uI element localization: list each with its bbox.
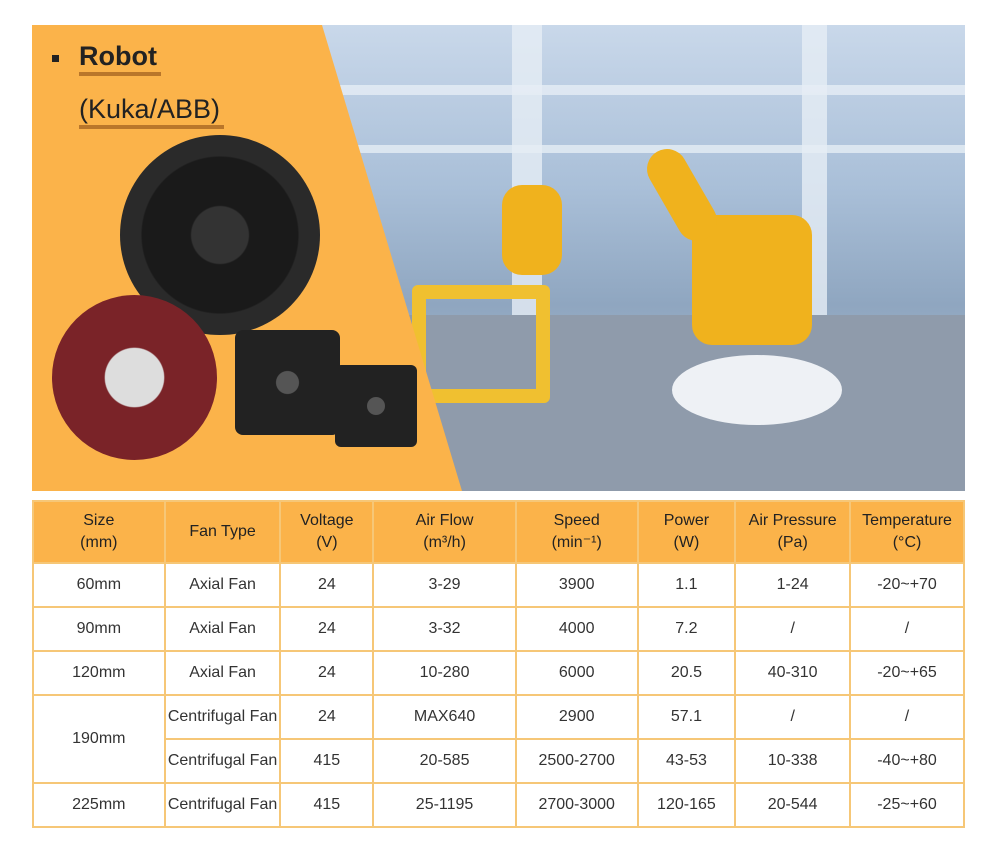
table-cell: 415 xyxy=(279,738,375,784)
table-cell: / xyxy=(849,694,965,740)
table-cell: 60mm xyxy=(32,562,166,608)
table-cell: 10-280 xyxy=(372,650,517,696)
table-cell: Centrifugal Fan xyxy=(163,738,282,784)
table-cell: Centrifugal Fan xyxy=(163,782,282,828)
table-cell: 24 xyxy=(279,562,375,608)
table-cell: 6000 xyxy=(514,650,639,696)
table-cell: 1-24 xyxy=(734,562,852,608)
table-cell: 25-1195 xyxy=(372,782,517,828)
table-cell: / xyxy=(734,606,852,652)
column-header: Voltage (V) xyxy=(279,500,375,564)
table-cell: 24 xyxy=(279,694,375,740)
column-header-text: (min⁻¹) xyxy=(551,534,602,551)
table-row: 190mm Centrifugal Fan 24 MAX640 2900 57.1// xyxy=(32,694,965,784)
column-header: Air Pressure (Pa) xyxy=(734,500,852,564)
table-cell: 20-585 xyxy=(372,738,517,784)
column-header-text: (V) xyxy=(316,534,338,551)
table-cell: 3-29 xyxy=(372,562,517,608)
column-header: Speed (min⁻¹) xyxy=(514,500,639,564)
table-cell: 2900 xyxy=(514,694,639,740)
table-cell: -40~+80 xyxy=(849,738,965,784)
table-header-row: Size (mm) Fan Type Voltage (V) Air Flow (m³/h)… xyxy=(32,500,965,564)
table-cell: 24 xyxy=(279,650,375,696)
red-impeller-fan-image xyxy=(52,295,217,460)
table-cell: 20-544 xyxy=(734,782,852,828)
column-header-text: Air Pressure xyxy=(748,512,837,530)
hero-title: Robot xyxy=(79,40,161,77)
table-cell: 4000 xyxy=(514,606,639,652)
column-header: Power (W) xyxy=(636,500,737,564)
column-header: Air Flow (m³/h) xyxy=(372,500,517,564)
column-header: Size (mm) xyxy=(32,500,166,564)
table-cell: Axial Fan xyxy=(163,562,282,608)
table-cell: Axial Fan xyxy=(163,606,282,652)
column-header: Fan Type xyxy=(163,500,282,564)
table-cell: -20~+70 xyxy=(849,562,965,608)
table-cell: 415 xyxy=(279,782,375,828)
bullet-icon xyxy=(52,55,59,62)
table-cell: 190mm xyxy=(32,694,166,784)
table-cell: Centrifugal Fan xyxy=(163,694,282,740)
table-cell: 57.1 xyxy=(636,694,737,740)
table-cell: 90mm xyxy=(32,606,166,652)
table-row: 225mm Centrifugal Fan 415 25-1195 2700-3000 1… xyxy=(32,782,965,828)
column-header-text: Speed xyxy=(553,512,600,530)
table-cell: 40-310 xyxy=(734,650,852,696)
column-header-text: Temperature xyxy=(862,512,952,530)
table-cell: 24 xyxy=(279,606,375,652)
table-row: 60mm Axial Fan 24 3-29 3900 1.1 1-24 -20~+70 xyxy=(32,562,965,608)
column-header-text: (mm) xyxy=(80,534,118,551)
table-cell: 2500-2700 xyxy=(514,738,639,784)
table-row: 120mm Axial Fan 24 10-280 6000 20.5 40-310 -20~… xyxy=(32,650,965,696)
hero-banner: Robot (Kuka/ABB) xyxy=(32,25,965,491)
table-cell: 120mm xyxy=(32,650,166,696)
table-cell: 225mm xyxy=(32,782,166,828)
table-cell: Axial Fan xyxy=(163,650,282,696)
column-header-text: (W) xyxy=(673,534,700,551)
table-row: Centrifugal Fan 415 20-585 2500-2700 43-53 10… xyxy=(33,738,965,784)
table-cell: 10-338 xyxy=(734,738,852,784)
table-cell: 7.2 xyxy=(636,606,737,652)
column-header-text: (Pa) xyxy=(777,534,808,551)
column-header-text: Power xyxy=(663,512,710,530)
table-cell: 3-32 xyxy=(372,606,517,652)
table-row: 90mm Axial Fan 24 3-32 4000 7.2// xyxy=(32,606,965,652)
table-cell: / xyxy=(849,606,965,652)
column-header-text: (m³/h) xyxy=(423,534,466,551)
small-axial-fan-image xyxy=(335,365,417,447)
table-cell: -20~+65 xyxy=(849,650,965,696)
hero-subtitle: (Kuka/ABB) xyxy=(79,93,225,130)
table-cell: 20.5 xyxy=(636,650,737,696)
column-header-text: Size xyxy=(83,512,115,530)
table-cell: 120-165 xyxy=(636,782,737,828)
table-cell: MAX640 xyxy=(372,694,517,740)
table-cell: 3900 xyxy=(514,562,639,608)
table-cell: / xyxy=(734,694,852,740)
column-header-text: Fan Type xyxy=(189,523,256,541)
column-header: Temperature (°C) xyxy=(849,500,965,564)
fan-spec-table: Size (mm) Fan Type Voltage (V) Air Flow (m³/h)… xyxy=(32,500,965,828)
column-header-text: Air Flow xyxy=(415,512,474,530)
column-header-text: Voltage xyxy=(300,512,354,530)
table-cell: -25~+60 xyxy=(849,782,965,828)
axial-fan-image xyxy=(235,330,340,435)
table-cell: 2700-3000 xyxy=(514,782,639,828)
table-cell: 43-53 xyxy=(636,738,737,784)
column-header-text: (°C) xyxy=(892,534,922,551)
table-cell: 1.1 xyxy=(636,562,737,608)
